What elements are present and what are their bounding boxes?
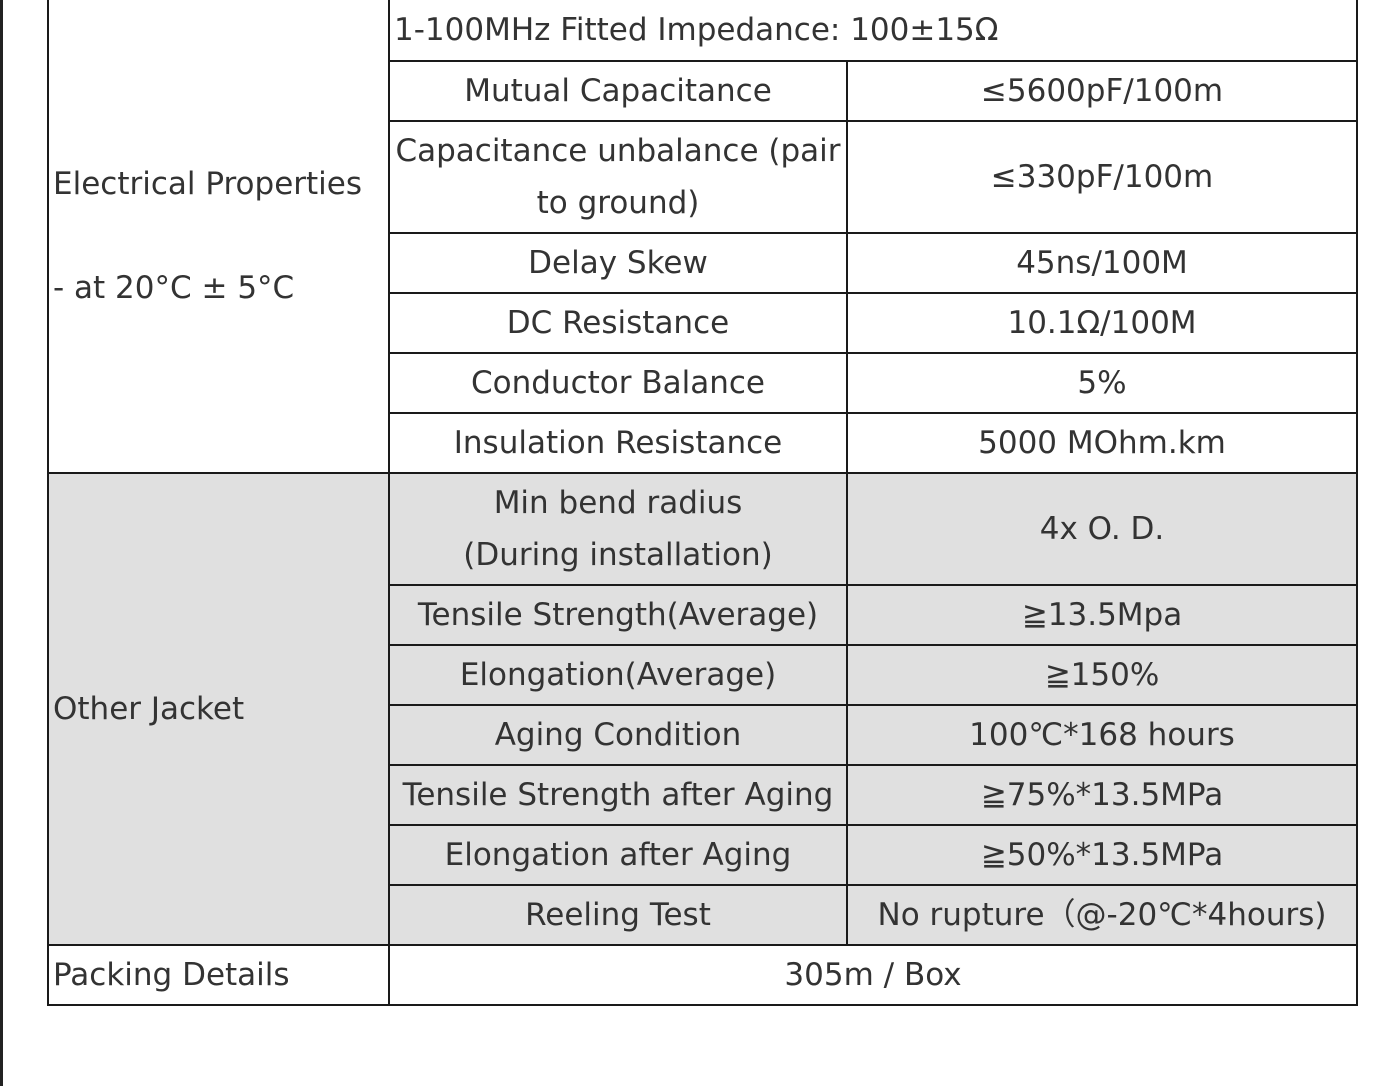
value-cell: No rupture（@-20℃*4hours) — [845, 884, 1359, 946]
other-jacket-label: Other Jacket — [47, 472, 390, 946]
param-cell: Elongation after Aging — [388, 824, 848, 886]
param-cell-line1: Min bend radius — [493, 485, 743, 521]
electrical-properties-title: Electrical Properties — [53, 166, 363, 202]
value-cell: 100℃*168 hours — [845, 704, 1359, 766]
table-row: Conductor Balance 5% — [48, 352, 1359, 414]
param-cell: Insulation Resistance — [388, 412, 848, 474]
table-row: Tensile Strength(Average) ≧13.5Mpa — [48, 584, 1359, 646]
param-cell: Capacitance unbalance (pair to ground) — [388, 120, 848, 234]
table-row: Tensile Strength after Aging ≧75%*13.5MP… — [48, 764, 1359, 826]
param-cell: Tensile Strength(Average) — [388, 584, 848, 646]
electrical-properties-condition: - at 20°C ± 5°C — [53, 270, 295, 306]
value-cell: 5% — [845, 352, 1359, 414]
impedance-cell: 1-100MHz Fitted Impedance: 100±15Ω — [387, 0, 1359, 62]
table-row: Delay Skew 45ns/100M — [48, 232, 1359, 294]
param-cell: Reeling Test — [388, 884, 848, 946]
packing-details-value: 305m / Box — [387, 944, 1359, 1006]
table-row: Elongation(Average) ≧150% — [48, 644, 1359, 706]
value-cell: ≤330pF/100m — [845, 120, 1359, 234]
param-cell: Tensile Strength after Aging — [388, 764, 848, 826]
param-cell: Min bend radius (During installation) — [388, 472, 848, 586]
param-cell: Aging Condition — [388, 704, 848, 766]
packing-details-label: Packing Details — [47, 944, 390, 1006]
table-row: Aging Condition 100℃*168 hours — [48, 704, 1359, 766]
value-cell: 5000 MOhm.km — [845, 412, 1359, 474]
value-cell: ≧13.5Mpa — [845, 584, 1359, 646]
value-cell: ≧150% — [845, 644, 1359, 706]
param-cell-line2: (During installation) — [463, 537, 773, 573]
electrical-properties-label: Electrical Properties - at 20°C ± 5°C — [47, 0, 390, 474]
table-row: Reeling Test No rupture（@-20℃*4hours) — [48, 884, 1359, 946]
table-row: Elongation after Aging ≧50%*13.5MPa — [48, 824, 1359, 886]
table-row: Capacitance unbalance (pair to ground) ≤… — [48, 120, 1359, 234]
param-cell: Mutual Capacitance — [388, 60, 848, 122]
value-cell: 10.1Ω/100M — [845, 292, 1359, 354]
param-cell: Elongation(Average) — [388, 644, 848, 706]
table-row: Packing Details 305m / Box — [47, 944, 1359, 1006]
value-cell: ≧75%*13.5MPa — [845, 764, 1359, 826]
page-left-border — [0, 0, 3, 1086]
table-row: Electrical Properties - at 20°C ± 5°C 1-… — [47, 0, 1359, 474]
table-row: Insulation Resistance 5000 MOhm.km — [48, 412, 1359, 474]
value-cell: 4x O. D. — [845, 472, 1359, 586]
table-row: Mutual Capacitance ≤5600pF/100m — [48, 60, 1359, 122]
spec-table: Electrical Properties - at 20°C ± 5°C 1-… — [47, 0, 1359, 1006]
table-row: DC Resistance 10.1Ω/100M — [48, 292, 1359, 354]
param-cell: Conductor Balance — [388, 352, 848, 414]
param-cell: DC Resistance — [388, 292, 848, 354]
value-cell: ≧50%*13.5MPa — [845, 824, 1359, 886]
param-cell: Delay Skew — [388, 232, 848, 294]
value-cell: ≤5600pF/100m — [845, 60, 1359, 122]
value-cell: 45ns/100M — [845, 232, 1359, 294]
table-row: Other Jacket Min bend radius (During ins… — [47, 472, 1359, 946]
